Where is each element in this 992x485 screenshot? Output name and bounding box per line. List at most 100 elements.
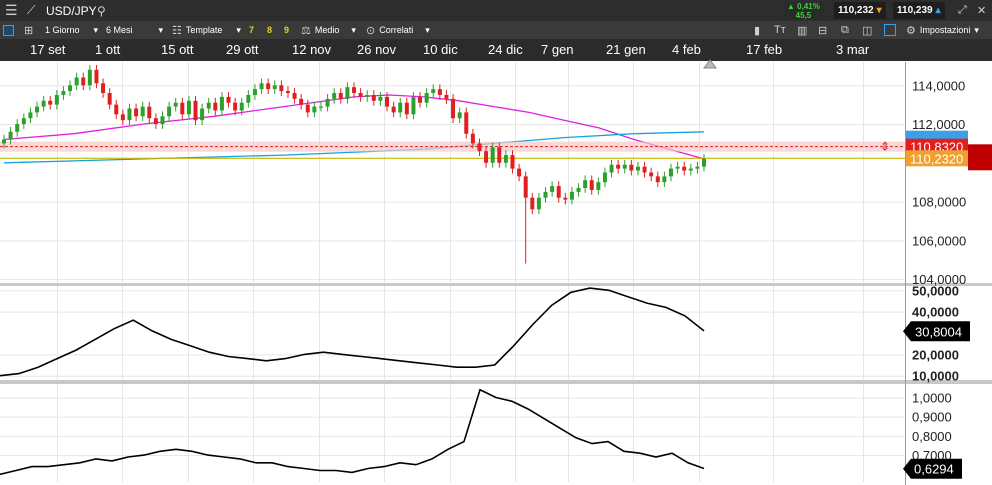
camera-icon[interactable]: ◫ <box>862 24 873 37</box>
level-price-label-1: 110,8320 <box>910 140 963 155</box>
candle-body <box>127 108 132 121</box>
date-tick-label: 1 ott <box>95 42 121 57</box>
candle-body <box>404 102 409 115</box>
candle-body <box>312 106 317 113</box>
candle-body <box>246 94 251 103</box>
indicator-select[interactable]: ⚖ Medio ▾ <box>301 24 356 37</box>
candle-body <box>365 94 370 97</box>
ask-button[interactable]: 110,239 ▴ <box>893 2 945 19</box>
indicator2-line <box>0 388 705 476</box>
candle-body <box>252 89 257 95</box>
indicator1-last-label: 30,8004 <box>915 324 962 339</box>
ask-price: 110,239 <box>897 5 933 16</box>
settings-button[interactable]: ⚙ Impostazioni ▾ <box>906 24 979 37</box>
preset-9[interactable]: 9 <box>284 25 290 35</box>
candle-body <box>305 104 310 113</box>
change-pct: ▲ 0,41% <box>787 2 820 11</box>
candle-body <box>15 124 20 132</box>
moving-average-1 <box>3 94 705 160</box>
indicator1-tick-label: 50,0000 <box>912 283 959 298</box>
candle-body <box>21 118 26 125</box>
candle-body <box>668 168 673 177</box>
candle-body <box>457 112 462 119</box>
candle-body <box>266 83 271 90</box>
candle-body <box>107 93 112 105</box>
candle-body <box>523 176 528 198</box>
candle-body <box>332 93 337 99</box>
expand-icon[interactable]: ⤢ <box>958 4 967 16</box>
indicator2-tick-label: 0,9000 <box>912 410 952 425</box>
interval-select[interactable]: 1 Giorno ▾ <box>45 24 99 36</box>
price-tick-label: 106,0000 <box>912 233 966 248</box>
bid-price: 110,232 <box>838 5 874 16</box>
candle-body <box>437 89 442 95</box>
indicator1-tick-label: 10,0000 <box>912 369 959 384</box>
menu-icon[interactable]: ☰ <box>5 2 18 18</box>
candle-body <box>503 155 508 163</box>
candle-body <box>233 102 238 111</box>
chart-type-icon[interactable]: ⟋ <box>27 3 36 17</box>
candle-body <box>200 108 205 121</box>
copy-icon[interactable]: ⧉ <box>841 23 849 36</box>
panel-separator <box>0 380 992 384</box>
candle-body <box>477 143 482 152</box>
candle-body <box>536 197 541 210</box>
overlay-icon[interactable] <box>884 21 896 39</box>
candle-body <box>338 93 343 99</box>
panel-3 <box>0 384 992 482</box>
bar-chart-icon[interactable]: ▥ <box>797 24 808 37</box>
change-badge: ▲ 0,41% 45,5 <box>783 2 824 20</box>
text-tool-icon[interactable]: ▮ <box>754 24 761 37</box>
candle-body <box>510 155 515 169</box>
candle-body <box>569 191 574 200</box>
template-label: Template <box>185 25 223 35</box>
candle-body <box>675 166 680 169</box>
template-select[interactable]: ☷ Template ▾ <box>172 24 241 37</box>
candle-body <box>517 168 522 177</box>
date-tick-label: 24 dic <box>488 42 523 57</box>
date-tick-label: 7 gen <box>541 42 574 57</box>
candle-body <box>226 96 231 103</box>
candle-body <box>550 186 555 192</box>
ask-price-tag <box>906 130 968 145</box>
indicator2-last-tag <box>903 458 962 479</box>
candle-body <box>54 94 59 105</box>
candle-body <box>186 100 191 115</box>
preset-8[interactable]: 8 <box>267 25 273 35</box>
symbol-label[interactable]: USD/JPY <box>46 3 97 18</box>
date-tick-label: 29 ott <box>226 42 259 57</box>
candle-body <box>345 87 350 99</box>
lock-icon[interactable]: ⊟ <box>818 24 828 37</box>
candle-body <box>68 85 73 92</box>
candle-body <box>8 131 13 140</box>
price-tick-label: 114,0000 <box>912 78 965 93</box>
change-pts: 45,5 <box>795 11 812 20</box>
layout-icon[interactable] <box>3 21 14 39</box>
close-icon[interactable]: ✕ <box>977 5 987 17</box>
candle-body <box>299 98 304 105</box>
candle-body <box>589 180 594 190</box>
candle-body <box>484 151 489 163</box>
candle-body <box>424 93 429 103</box>
indicator1-tick-label: 20,0000 <box>912 347 959 362</box>
panel-1 <box>0 62 992 283</box>
range-select[interactable]: 6 Mesi ▾ <box>106 24 164 36</box>
level-band <box>0 141 905 152</box>
candle-body <box>147 106 152 119</box>
level-drag-icon: ⇕ <box>880 140 890 154</box>
candle-body <box>213 102 218 111</box>
search-icon[interactable]: ⚲ <box>97 3 106 18</box>
indicator2-tick-label: 0,7000 <box>912 448 952 463</box>
font-icon[interactable]: Tт <box>774 24 786 36</box>
scroll-marker-icon <box>703 59 717 69</box>
candle-body <box>451 98 456 119</box>
panel-separator <box>0 283 992 286</box>
bid-button[interactable]: 110,232 ▾ <box>834 2 886 19</box>
candle-body <box>206 102 211 109</box>
related-select[interactable]: ⊙ Correlati ▾ <box>366 24 430 37</box>
grid-icon[interactable]: ⊞ <box>24 24 34 37</box>
preset-7[interactable]: 7 <box>249 25 255 35</box>
candle-body <box>702 158 706 167</box>
candle-body <box>193 100 198 121</box>
